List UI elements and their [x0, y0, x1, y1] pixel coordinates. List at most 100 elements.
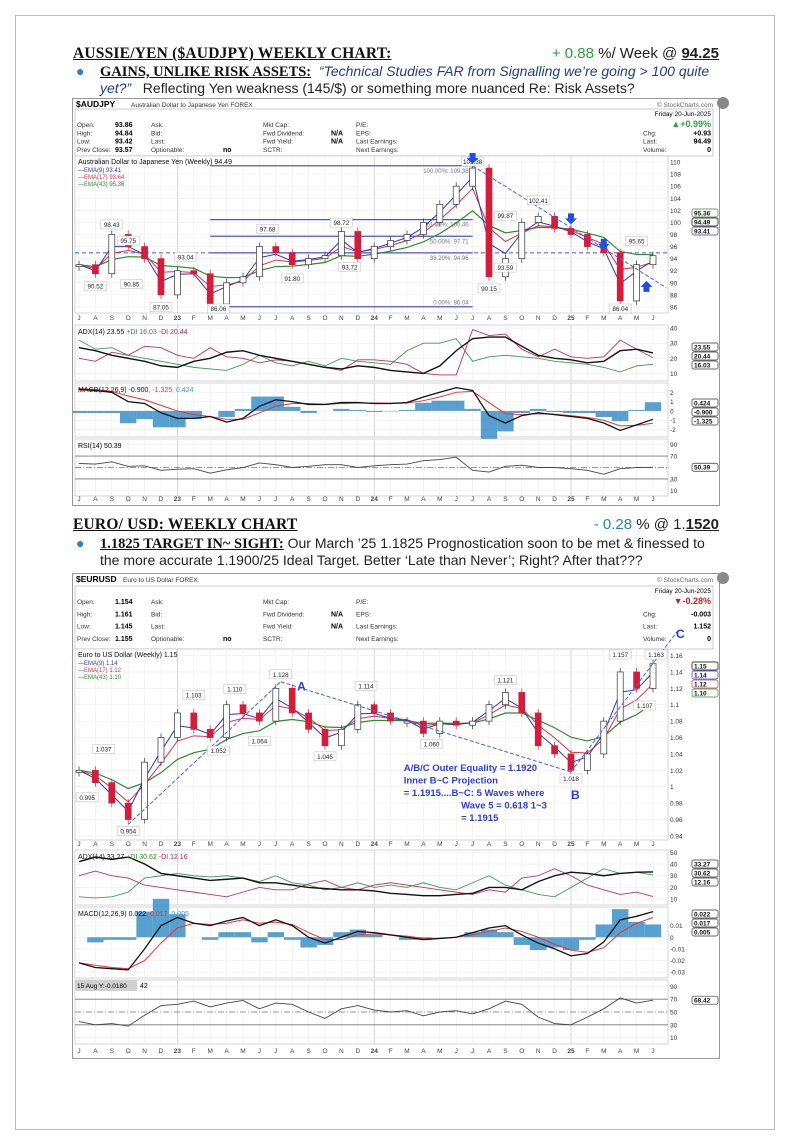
pivot-label: 98.72 [334, 220, 350, 227]
info-label: Open: [77, 599, 95, 606]
price-candle [141, 761, 148, 820]
pivot-label-box [608, 649, 632, 660]
price-candle [502, 692, 509, 706]
month-label: M [437, 315, 442, 322]
pivot-label-box [633, 700, 657, 711]
month-label: D [355, 1048, 360, 1055]
month-label: M [207, 1048, 212, 1055]
macd-histogram-bar [333, 408, 350, 411]
adx-line [78, 856, 654, 897]
month-label: O [322, 1048, 327, 1055]
month-label: F [192, 1048, 196, 1055]
month-label: A [224, 496, 229, 503]
pivot-label: 93.59 [498, 265, 514, 272]
month-label: A [290, 841, 295, 848]
rsi-tag [691, 995, 719, 1005]
date-label: Friday 20-Jun-2025 [655, 588, 712, 595]
macd-tag-label: -0.900 [694, 409, 713, 416]
macd-line [78, 911, 654, 971]
wave-label: C [676, 627, 685, 641]
macd-histogram-bar [497, 932, 514, 938]
macd-histogram-bar [73, 410, 88, 413]
price-tag [691, 661, 719, 671]
price-candle [92, 264, 99, 275]
pivot-label-box [174, 252, 197, 262]
macd-histogram-bar [644, 924, 662, 938]
info-label: Prev Close: [77, 636, 111, 643]
info-label: Last: [643, 624, 657, 631]
macd-histogram-bar [415, 402, 432, 411]
month-label: M [207, 841, 212, 848]
ema-legend-item: —EMA(9) 93.41 [78, 168, 122, 174]
y-tick-label: 104 [670, 196, 681, 203]
macd-histogram-bar [644, 402, 662, 411]
macd-histogram-bar [612, 410, 629, 422]
arrow-down-icon [466, 153, 479, 165]
month-label: M [634, 1048, 639, 1055]
macd-legend-hist_label: , 0.424 [172, 387, 194, 394]
month-label: N [536, 315, 541, 322]
y-tick-label: 50 [670, 1010, 678, 1017]
macd-histogram-bar [595, 410, 612, 418]
macd-histogram-bar [595, 924, 612, 938]
pivot-label-box [100, 219, 124, 230]
adx-tag-label: 23.55 [694, 344, 711, 351]
price-candle [370, 704, 378, 714]
info-label: Volume: [643, 636, 667, 643]
macd-legend-label: MACD(12,26,9) -0.900 [78, 387, 149, 394]
month-label: N [536, 1048, 541, 1055]
info-label: Next Earnings: [356, 636, 399, 643]
month-label: A [618, 496, 623, 503]
chart-corner-button[interactable] [717, 97, 729, 109]
macd-histogram-bar [136, 911, 153, 938]
macd-histogram-bar [300, 410, 317, 413]
pivot-label-box [559, 773, 583, 784]
month-label: 24 [371, 315, 379, 322]
month-label: F [192, 496, 196, 503]
price-candle [223, 704, 230, 738]
macd-legend-signal_label: , -1.325 [148, 387, 172, 394]
macd-histogram-bar [480, 929, 498, 938]
macd-histogram-bar [103, 410, 120, 413]
price-candle [436, 203, 444, 223]
macd-histogram-bar [202, 937, 219, 940]
month-label: D [159, 496, 164, 503]
wave-label: B [571, 788, 580, 802]
fib-label: 38.20%: 94.96 [430, 256, 469, 262]
y-tick-label: 92 [670, 268, 678, 275]
y-tick-label: 20 [670, 356, 678, 363]
info-label: Ask: [151, 599, 164, 606]
bullet-eurusd: ● 1.1825 TARGET IN~ SIGHT: Our March ’25… [76, 535, 722, 568]
y-tick-label: 30 [670, 873, 678, 880]
price-candle [567, 753, 575, 771]
adx-legend-label: ADX(14) 23.55 [78, 329, 124, 336]
macd-legend: MACD(12,26,9) -0.900, -1.325, 0.424 [78, 387, 194, 394]
info-value: 0 [707, 636, 711, 643]
info-label: Prev Close: [77, 147, 111, 154]
copyright-label: © StockCharts.com [657, 576, 713, 584]
y-tick-label: 10 [670, 897, 678, 904]
price-candle [157, 737, 165, 763]
month-label: A [421, 496, 426, 503]
y-tick-label: 90 [670, 984, 678, 991]
pivot-label: 1.018 [563, 776, 579, 783]
macd-tag-label: -1.325 [694, 418, 713, 425]
adx-line [78, 336, 654, 375]
adx-tag [691, 868, 719, 878]
month-label: M [404, 841, 409, 848]
change-suffix: %/ Week @ [593, 45, 682, 62]
chart-corner-button[interactable] [717, 572, 729, 584]
month-label: O [126, 841, 131, 848]
month-label: M [404, 315, 409, 322]
info-label: EPS: [356, 130, 371, 137]
macd-tag-label: 0.005 [694, 929, 711, 936]
info-label: Fwd Yield: [263, 624, 293, 631]
bullet-text: Our March ’25 1.1825 Prognostication soo… [100, 535, 705, 568]
info-value: N/A [331, 624, 343, 631]
trend-line [472, 165, 667, 289]
month-label: 24 [371, 841, 379, 848]
macd-tag [691, 407, 719, 417]
month-label: A [93, 315, 98, 322]
month-label: J [471, 841, 474, 848]
